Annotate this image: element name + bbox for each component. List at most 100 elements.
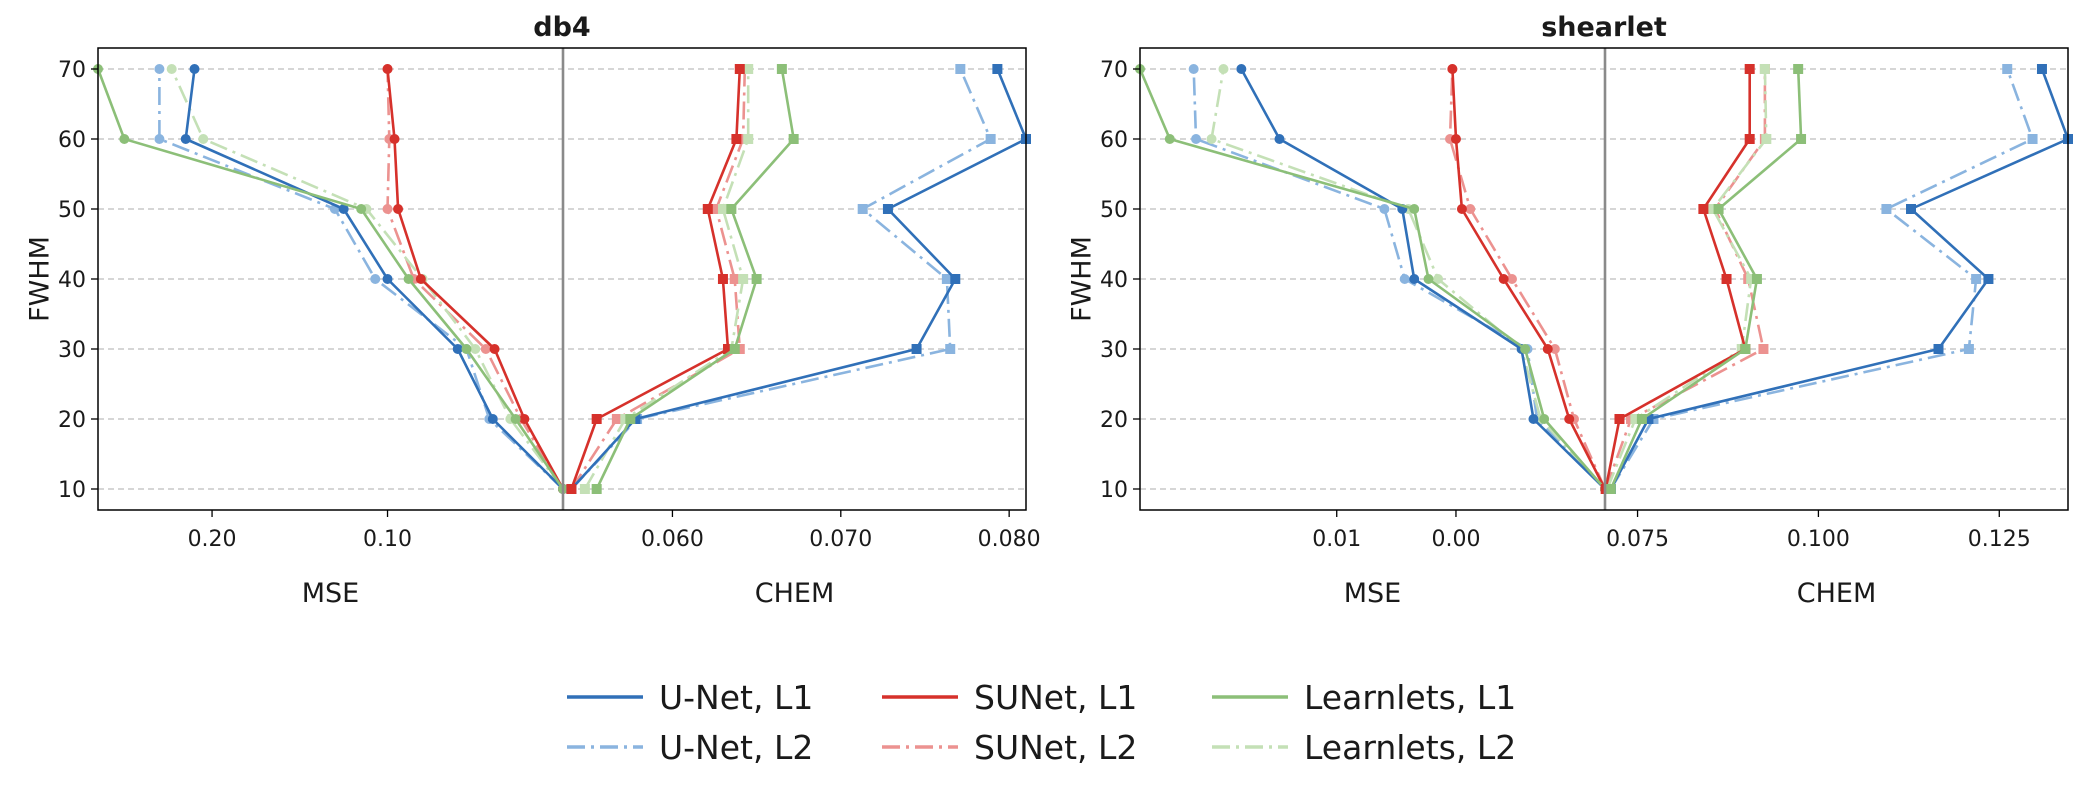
legend-item: Learnlets, L1 (1210, 672, 1516, 722)
data-point (1707, 204, 1718, 214)
data-point (1713, 204, 1724, 214)
data-point (941, 274, 952, 284)
chem-axis-label: CHEM (1797, 578, 1877, 609)
x-tick-label: 0.070 (809, 527, 872, 552)
data-point (1465, 204, 1476, 214)
data-point (1758, 344, 1769, 354)
legend-item: SUNet, L1 (880, 672, 1137, 722)
y-tick-label: 10 (58, 478, 86, 503)
data-point (591, 414, 602, 424)
data-point (1498, 274, 1509, 284)
y-tick-label: 40 (1100, 268, 1128, 293)
data-point (480, 344, 491, 354)
legend: U-Net, L1 U-Net, L2 SUNet, L1 SUNet, L2 Lear… (0, 672, 2084, 792)
data-point (729, 274, 740, 284)
data-point (945, 344, 956, 354)
legend-swatch (882, 745, 958, 749)
data-point (470, 344, 481, 354)
data-point (2002, 64, 2013, 74)
data-point (1423, 274, 1434, 284)
y-tick-label: 20 (58, 408, 86, 433)
data-point (1528, 414, 1539, 424)
data-point (620, 414, 631, 424)
data-point (950, 274, 961, 284)
data-point (1507, 274, 1517, 284)
data-point (1520, 344, 1531, 354)
data-point (1456, 204, 1467, 214)
data-point (611, 414, 622, 424)
data-point (487, 414, 498, 424)
legend-item: Learnlets, L2 (1210, 722, 1516, 772)
data-point (1191, 134, 1202, 144)
data-point (630, 414, 641, 424)
x-tick-label: 0.080 (978, 527, 1041, 552)
y-tick-label: 60 (58, 128, 86, 153)
y-axis-label: FWHM (1067, 236, 1098, 322)
chem-axis-label: CHEM (755, 578, 835, 609)
y-tick-label: 60 (1100, 128, 1128, 153)
data-point (985, 134, 996, 144)
data-point (2036, 64, 2047, 74)
data-point (356, 204, 367, 214)
data-point (1236, 64, 1247, 74)
data-point (1274, 134, 1285, 144)
data-point (452, 344, 463, 354)
data-point (1721, 274, 1732, 284)
data-point (1906, 204, 1917, 214)
data-point (1447, 64, 1458, 74)
data-point (911, 344, 922, 354)
data-point (1751, 274, 1762, 284)
data-point (154, 134, 165, 144)
data-point (180, 134, 191, 144)
y-tick-label: 50 (58, 198, 86, 223)
data-point (992, 64, 1003, 74)
data-point (1206, 134, 1217, 144)
data-point (1744, 134, 1755, 144)
legend-label: Learnlets, L2 (1304, 727, 1517, 767)
data-point (382, 64, 393, 74)
data-point (1564, 414, 1575, 424)
data-point (1409, 204, 1420, 214)
x-tick-label: 0.20 (188, 527, 237, 552)
data-point (731, 134, 742, 144)
data-point (370, 274, 381, 284)
data-point (1399, 274, 1410, 284)
y-tick-label: 50 (1100, 198, 1128, 223)
data-point (1881, 204, 1892, 214)
data-point (1971, 274, 1982, 284)
data-point (722, 344, 733, 354)
data-point (461, 344, 472, 354)
data-point (393, 204, 404, 214)
data-point (510, 414, 521, 424)
data-point (788, 134, 799, 144)
data-point (955, 64, 966, 74)
data-point (566, 484, 577, 494)
legend-label: U-Net, L1 (659, 677, 814, 717)
legend-item: U-Net, L2 (565, 722, 813, 772)
mse-axis-label: MSE (1344, 578, 1402, 609)
legend-swatch (567, 695, 643, 699)
data-point (1542, 344, 1553, 354)
data-point (1933, 344, 1944, 354)
data-point (1740, 344, 1751, 354)
data-point (1746, 274, 1757, 284)
data-point (625, 414, 636, 424)
data-point (166, 64, 177, 74)
data-point (1698, 204, 1709, 214)
legend-label: U-Net, L2 (659, 727, 814, 767)
data-point (1614, 414, 1625, 424)
data-point (1379, 204, 1390, 214)
data-point (1630, 414, 1641, 424)
data-point (702, 204, 713, 214)
legend-swatch (882, 695, 958, 699)
panel-title: shearlet (1541, 12, 1667, 43)
data-point (1188, 64, 1199, 74)
y-tick-label: 70 (58, 58, 86, 83)
figure: 0.20 0.10 MSE 0.060 0.070 0.080 CHEM 10 20 30 40 50… (25, 12, 2073, 609)
data-point (1450, 134, 1461, 144)
data-point (738, 274, 749, 284)
panel-title: db4 (533, 12, 590, 43)
data-point (2027, 134, 2038, 144)
panel-shearlet: 0.01 0.00 MSE 0.075 0.100 0.125 CHEM 10 20 30 40 50… (1067, 12, 2073, 609)
data-point (519, 414, 530, 424)
